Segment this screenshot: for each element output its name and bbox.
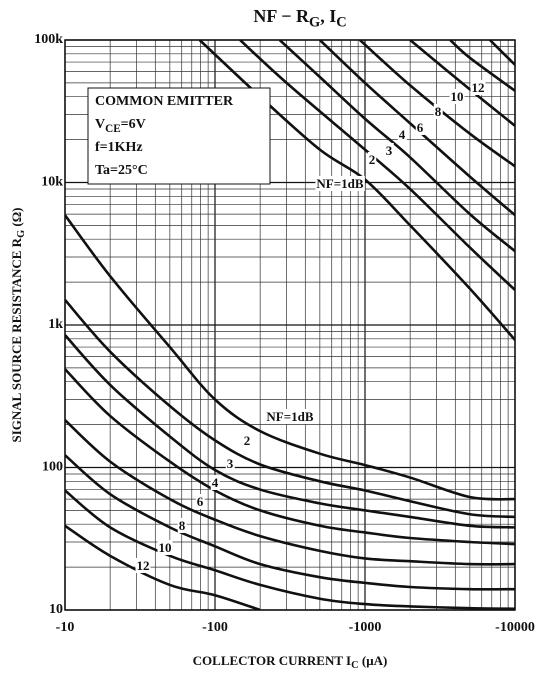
curve-label-text: 2 (244, 433, 251, 448)
condition-line: VCE=6V (95, 117, 146, 135)
curve-label-text: 10 (159, 540, 172, 555)
text-part: NF − R (253, 6, 310, 26)
curve-label: NF=1dB (315, 175, 365, 191)
nf-curve (65, 489, 515, 610)
text-part: Ta=25°C (95, 163, 148, 178)
curve-label-text: 8 (179, 518, 186, 533)
nf-curve (65, 419, 515, 566)
label-bg (265, 408, 315, 424)
nf-curve (488, 40, 515, 66)
label-bg (415, 119, 425, 135)
nf-curve (318, 40, 515, 217)
x-axis-label: COLLECTOR CURRENT IC (μA) (193, 653, 388, 671)
curve-label: 3 (384, 142, 394, 158)
nf-curve (65, 524, 261, 610)
y-tick-label: 1k (48, 317, 63, 332)
text-part: (Ω) (9, 208, 24, 230)
label-bg (242, 432, 252, 448)
label-bg (210, 474, 220, 490)
y-tick-label: 10k (41, 175, 63, 190)
condition-line: f=1KHz (95, 140, 143, 155)
curve-label-text: 3 (386, 143, 393, 158)
curve-label: 4 (397, 126, 407, 142)
label-bg (449, 88, 465, 104)
y-tick-label: 100k (34, 32, 63, 47)
curve-label-text: 10 (451, 89, 464, 104)
x-tick-label: -10 (56, 620, 75, 635)
x-tick-label: -10000 (495, 620, 535, 635)
subscript: G (16, 230, 27, 238)
curve-label: 3 (225, 455, 235, 471)
text-part: , I (320, 6, 336, 26)
label-bg (397, 126, 407, 142)
nf-curve (278, 40, 515, 253)
label-bg (195, 493, 205, 509)
subscript: C (351, 660, 359, 671)
curve-label: 2 (367, 151, 377, 167)
curve-label-text: 6 (417, 120, 424, 135)
label-bg (433, 103, 443, 119)
condition-line: COMMON EMITTER (95, 94, 234, 109)
curve-label-text: 12 (472, 80, 485, 95)
curve-label-text: 4 (399, 127, 406, 142)
label-bg (157, 539, 173, 555)
curve-label-text: 4 (212, 475, 219, 490)
nf-curve (65, 334, 515, 529)
curve-label: 8 (177, 517, 187, 533)
text-part: (μA) (359, 653, 388, 668)
label-bg (384, 142, 394, 158)
curve-label: 4 (210, 474, 220, 490)
curve-label: 10 (449, 88, 465, 104)
label-bg (315, 175, 365, 191)
curve-label-text: NF=1dB (266, 409, 313, 424)
text-part: COLLECTOR CURRENT I (193, 653, 351, 668)
label-bg (470, 79, 486, 95)
nf-curve (409, 40, 515, 127)
label-bg (135, 557, 151, 573)
nf-curve (65, 454, 515, 591)
nf-curve (449, 40, 515, 92)
subscript: G (309, 15, 320, 31)
text-part: V (95, 117, 105, 132)
subscript: CE (105, 123, 121, 135)
label-bg (177, 517, 187, 533)
nf-curve (65, 299, 515, 519)
nf-curve (65, 214, 515, 501)
conditions: COMMON EMITTER VCE=6V f=1KHz Ta=25°C (95, 94, 234, 178)
plot-frame (64, 39, 516, 611)
curve-label-text: NF=1dB (316, 176, 363, 191)
curve-label: 2 (242, 432, 252, 448)
text-part: SIGNAL SOURCE RESISTANCE R (9, 237, 24, 442)
curve-label-text: 8 (435, 104, 442, 119)
text-part: f=1KHz (95, 140, 143, 155)
subscript: C (336, 15, 346, 31)
label-bg (367, 151, 377, 167)
x-tick-label: -1000 (349, 620, 382, 635)
curve-label-text: 2 (369, 152, 376, 167)
condition-line: Ta=25°C (95, 163, 148, 178)
curve-label: 10 (157, 539, 173, 555)
curve-label-text: 12 (137, 558, 150, 573)
curve-label-text: 3 (227, 456, 234, 471)
conditions-box (87, 87, 271, 185)
text-part: COMMON EMITTER (95, 94, 234, 109)
curve-label: 6 (195, 493, 205, 509)
curve-label: 12 (470, 79, 486, 95)
y-tick-label: 100 (42, 460, 63, 475)
curve-label: 6 (415, 119, 425, 135)
curve-label-text: 6 (197, 494, 204, 509)
curve-label: 8 (433, 103, 443, 119)
nf-curve (65, 368, 515, 546)
curve-label: NF=1dB (265, 408, 315, 424)
y-axis-label: SIGNAL SOURCE RESISTANCE RG (Ω) (9, 208, 27, 443)
x-tick-label: -100 (202, 620, 228, 635)
text-part: =6V (121, 117, 146, 132)
y-tick-label: 10 (49, 602, 63, 617)
nf-curve (239, 40, 515, 291)
label-bg (225, 455, 235, 471)
curve-label: 12 (135, 557, 151, 573)
chart-title: NF − RG, IC (253, 6, 346, 31)
